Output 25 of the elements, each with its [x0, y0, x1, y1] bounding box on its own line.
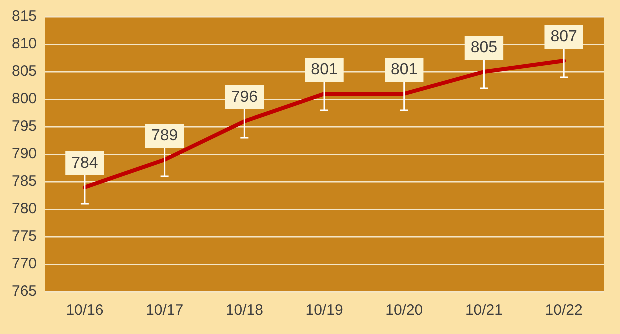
x-tick-label: 10/16: [66, 302, 104, 320]
data-label: 805: [470, 39, 498, 56]
y-tick-label: 765: [12, 283, 38, 300]
x-tick-label: 10/19: [306, 302, 344, 320]
x-tick-label: 10/17: [146, 302, 184, 320]
x-tick-label: 10/18: [226, 302, 264, 320]
data-label: 789: [151, 127, 178, 144]
y-tick-label: 800: [12, 90, 38, 108]
data-label: 796: [231, 88, 258, 106]
y-tick-label: 815: [12, 8, 38, 26]
data-label: 801: [391, 61, 418, 78]
y-tick-label: 810: [12, 36, 38, 53]
x-tick-label: 10/21: [465, 302, 503, 320]
y-tick-label: 790: [12, 146, 38, 163]
x-tick-label: 10/20: [386, 302, 424, 320]
y-tick-label: 770: [12, 256, 38, 273]
y-tick-label: 795: [12, 118, 38, 136]
y-tick-label: 805: [12, 63, 38, 80]
y-tick-label: 780: [12, 200, 38, 218]
y-tick-label: 775: [12, 228, 38, 246]
data-label: 801: [311, 61, 338, 78]
data-label: 784: [72, 154, 98, 172]
x-tick-label: 10/22: [545, 302, 583, 320]
data-label: 807: [550, 28, 578, 46]
y-tick-label: 785: [12, 173, 38, 190]
